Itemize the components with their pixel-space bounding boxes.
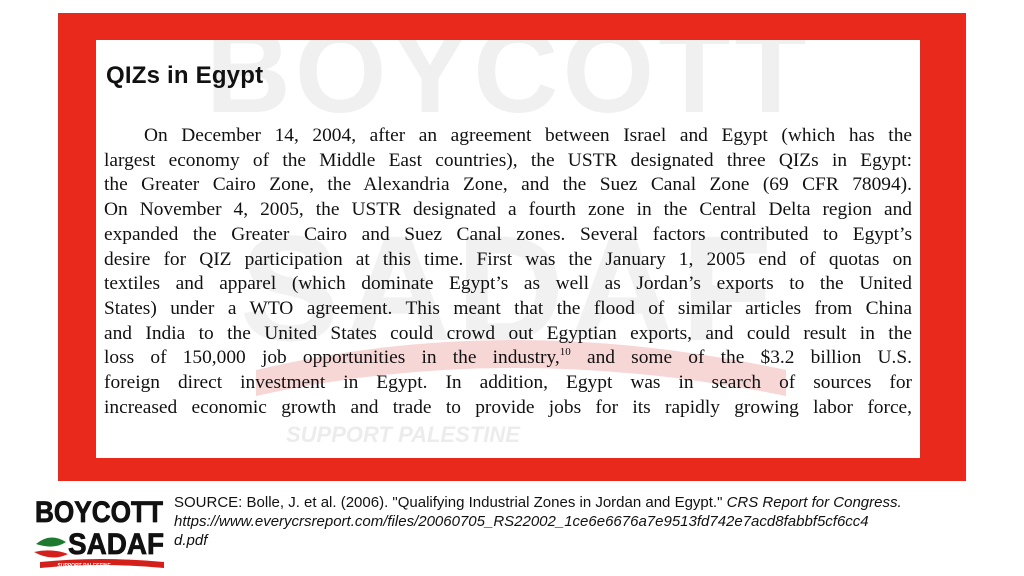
footnote-marker: 10	[559, 346, 571, 359]
watermark-tagline: SUPPORT PALESTINE	[286, 422, 521, 447]
logo-tagline: SUPPORT PALESTINE	[57, 563, 111, 569]
paragraph-line: increased economic growth and trade to p…	[104, 396, 912, 418]
leaf-icon	[36, 537, 66, 547]
document-excerpt: BOYCOTT SADAF SUPPORT PALESTINE QIZs in …	[96, 40, 920, 458]
citation-text: SOURCE: Bolle, J. et al. (2006). "Qualif…	[174, 494, 727, 511]
line-text-before-footnote: loss of 150,000 job opportunities in the…	[104, 347, 560, 369]
paragraph-line: On November 4, 2005, the USTR designated…	[104, 199, 912, 221]
paragraph-line: States) under a WTO agreement. This mean…	[104, 297, 912, 319]
paragraph-line: desire for QIZ participation at this tim…	[104, 248, 912, 270]
citation-url-line2: d.pdf	[174, 532, 208, 549]
leaf-icon	[34, 550, 68, 558]
citation-url-line1: https://www.everycrsreport.com/files/200…	[174, 513, 869, 530]
paragraph-line: textiles and apparel (which dominate Egy…	[104, 273, 912, 295]
paragraph-line-footnote: loss of 150,000 job opportunities in the…	[104, 346, 912, 371]
paragraph-line: foreign direct investment in Egypt. In a…	[104, 372, 912, 394]
paragraph-line: On December 14, 2004, after an agreement…	[144, 125, 912, 146]
logo-line1: BOYCOTT	[35, 496, 163, 529]
paragraph-line: largest economy of the Middle East count…	[104, 149, 912, 171]
document-paragraph: On December 14, 2004, after an agreement…	[104, 124, 912, 420]
citation-journal: CRS Report for Congress.	[726, 494, 902, 511]
boycott-sadaf-logo: BOYCOTT SADAF SUPPORT PALESTINE	[34, 496, 164, 569]
line-text-after-footnote: and some of the $3.2 billion U.S.	[570, 347, 912, 369]
source-citation: SOURCE: Bolle, J. et al. (2006). "Qualif…	[174, 493, 1010, 550]
document-title: QIZs in Egypt	[106, 62, 264, 89]
paragraph-line: expanded the Greater Cairo and Suez Cana…	[104, 223, 912, 245]
logo-line2: SADAF	[68, 528, 164, 561]
paragraph-line: and India to the United States could cro…	[104, 322, 912, 344]
paragraph-line: the Greater Cairo Zone, the Alexandria Z…	[104, 174, 912, 196]
